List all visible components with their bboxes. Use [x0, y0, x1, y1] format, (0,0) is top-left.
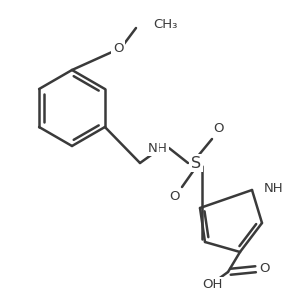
- Text: OH: OH: [202, 278, 222, 291]
- Text: CH₃: CH₃: [153, 19, 177, 31]
- Text: O: O: [260, 262, 270, 276]
- Text: NH: NH: [264, 182, 284, 194]
- Text: H: H: [157, 141, 167, 155]
- Text: N: N: [148, 141, 158, 155]
- Text: O: O: [214, 123, 224, 136]
- Text: O: O: [170, 191, 180, 203]
- Text: O: O: [113, 42, 123, 54]
- Text: S: S: [191, 155, 201, 171]
